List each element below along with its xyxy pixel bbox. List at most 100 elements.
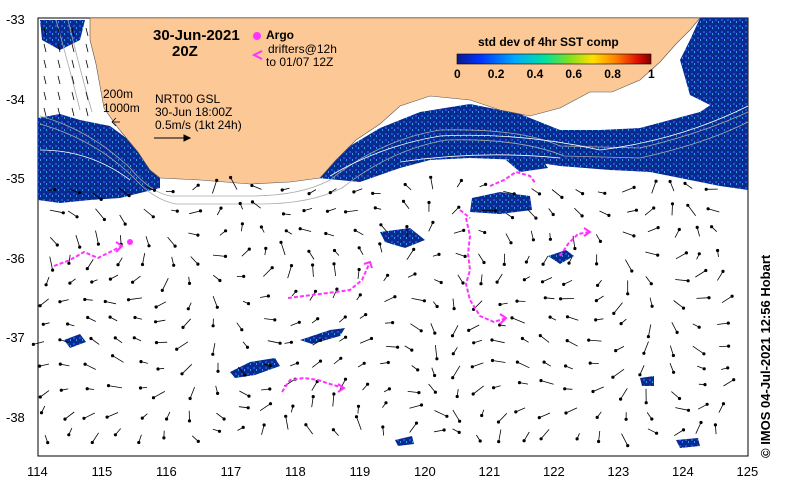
current-arrow-head [630,269,634,273]
current-arrow [540,429,550,440]
current-arrow [251,185,262,190]
current-arrow [119,187,130,196]
current-arrow-head [726,344,731,348]
current-arrow-head [422,299,426,303]
current-arrow-head [384,401,388,405]
current-arrow-head [704,268,708,273]
current-arrow-head [273,318,277,322]
current-arrow-head [721,402,726,406]
current-arrow-head [343,377,348,381]
current-arrow-head [111,354,115,358]
current-arrow-head [433,331,437,335]
current-arrow [161,278,169,291]
current-arrow-head [490,358,495,363]
current-arrow [64,411,75,420]
current-arrow-head [46,440,50,445]
current-arrow-head [548,237,553,241]
current-arrow-head [573,246,577,251]
current-arrow-head [44,283,48,287]
current-arrow [69,189,80,194]
current-arrow-head [709,225,714,229]
argo-float-marker [127,239,133,245]
colorbar-title: std dev of 4hr SST comp [478,35,619,49]
y-tick-label: -33 [6,12,25,27]
current-arrow-head [75,215,79,219]
current-arrow-head [491,386,496,390]
current-arrow-head [596,439,601,444]
current-arrow [452,365,461,378]
current-arrow-head [697,325,701,329]
current-arrow-head [241,425,245,429]
current-arrow-head [154,340,159,345]
current-arrow [540,380,554,385]
current-arrow [105,301,117,305]
current-arrow [565,407,578,414]
current-arrow [613,302,623,314]
current-arrow [287,265,292,279]
colorbar-tick-label: 0.6 [565,67,583,81]
current-arrow-head [548,315,552,319]
current-arrow [478,253,485,263]
x-tick-label: 125 [736,464,759,479]
x-tick-label: 114 [27,464,48,479]
current-arrow [645,251,658,256]
current-arrow-head [677,227,681,232]
x-tick-label: 118 [285,464,306,479]
current-arrow-head [294,289,298,293]
current-arrow-head [632,185,636,189]
current-arrow [472,362,484,368]
current-arrow-head [291,404,295,408]
current-arrow-head [493,209,497,213]
current-arrow-head [83,297,87,302]
current-arrow-head [510,316,514,320]
current-arrow [132,275,141,283]
date-label: 30-Jun-2021 [153,27,240,44]
current-arrow-head [343,210,348,214]
current-arrow-head [642,351,646,355]
current-arrow-head [89,336,93,341]
current-arrow-head [462,228,466,232]
current-arrow [695,422,702,434]
current-arrow [434,429,445,433]
current-arrow [190,256,199,265]
current-arrow-head [644,401,648,405]
current-arrow-head [343,335,348,339]
current-arrow [259,403,271,412]
current-arrow-head [310,263,315,267]
current-arrow-head [217,429,222,433]
current-arrow-head [455,394,459,399]
current-arrow-head [517,380,522,385]
current-arrow-head [638,373,642,377]
current-arrow-head [416,368,420,372]
current-arrow-head [656,226,660,230]
current-arrow-head [55,243,59,247]
current-arrow [643,341,649,354]
current-arrow-head [90,440,94,445]
current-arrow [119,214,126,225]
current-arrow-head [524,260,529,264]
current-arrow-head [594,298,599,303]
current-arrow-head [387,387,391,391]
current-arrow [71,27,75,37]
current-arrow [43,91,47,101]
current-arrow-head [451,376,455,380]
current-arrow [57,75,61,85]
current-arrow-head [479,282,483,286]
current-arrow-head [457,430,461,434]
current-arrow-head [706,207,710,211]
current-arrow-head [626,443,630,448]
y-tick-label: -36 [6,250,25,266]
drifters-legend-line2: to 01/07 12Z [266,55,334,69]
current-arrow [85,75,89,85]
current-arrow [588,339,602,342]
current-arrow-head [686,408,691,412]
current-arrow-head [307,192,311,196]
current-arrow [57,91,61,101]
current-arrow-head [99,197,103,201]
product-label: NRT00 GSL [155,92,221,106]
current-arrow-head [619,321,623,326]
current-arrow-head [154,320,158,324]
current-arrow-head [247,394,251,398]
current-arrow-head [580,192,585,196]
current-arrow-head [681,428,686,432]
